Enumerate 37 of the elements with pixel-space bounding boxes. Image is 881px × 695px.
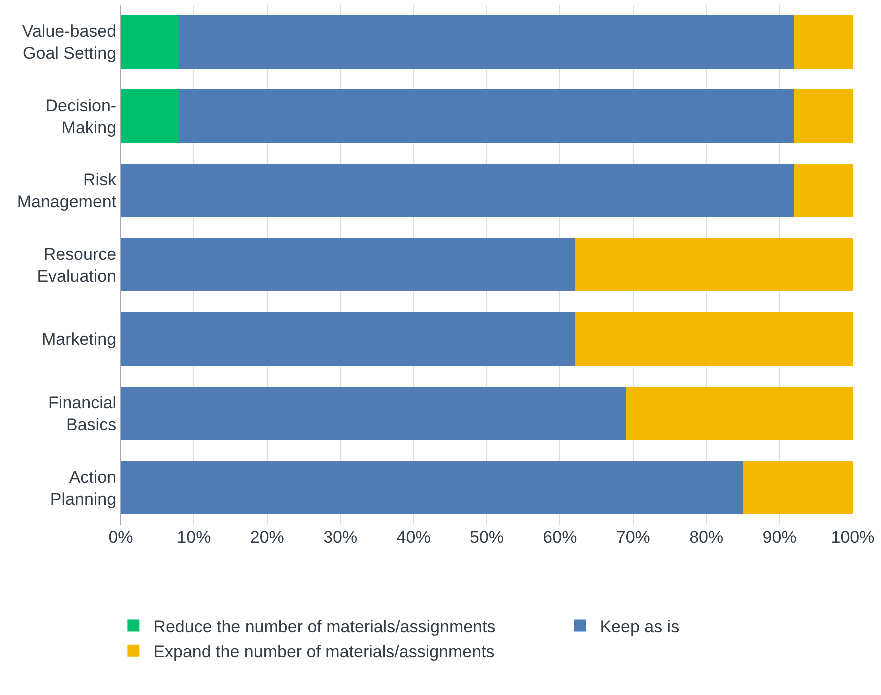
bar bbox=[121, 15, 180, 69]
bar bbox=[121, 90, 180, 144]
y-tick-label: Financial Basics bbox=[48, 393, 117, 435]
bar bbox=[743, 461, 853, 515]
x-tick-label: 90% bbox=[762, 528, 797, 547]
bar bbox=[121, 312, 575, 366]
y-tick-label: Value-based Goal Setting bbox=[22, 22, 117, 64]
bar bbox=[794, 15, 853, 69]
bar bbox=[794, 164, 853, 218]
x-tick-label: 80% bbox=[690, 528, 724, 547]
legend-label: Keep as is bbox=[600, 617, 680, 636]
x-tick-label: 50% bbox=[470, 528, 504, 547]
x-tick-label: 0% bbox=[108, 528, 134, 547]
bar bbox=[121, 164, 794, 218]
bar bbox=[180, 15, 794, 69]
bar bbox=[626, 386, 853, 440]
x-tick-label: 60% bbox=[543, 528, 578, 547]
x-tick-label: 70% bbox=[616, 528, 650, 547]
y-tick-label: Action Planning bbox=[50, 468, 117, 509]
bar bbox=[180, 90, 794, 144]
y-tick-label: Resource Evaluation bbox=[37, 244, 117, 286]
legend-label: Reduce the number of materials/assignments bbox=[154, 617, 496, 636]
bar bbox=[574, 238, 853, 292]
x-tick-label: 10% bbox=[177, 528, 212, 547]
x-tick-label: 20% bbox=[250, 528, 284, 547]
bar bbox=[794, 90, 853, 144]
y-tick-label: Marketing bbox=[42, 330, 117, 350]
bar bbox=[121, 386, 626, 440]
x-tick-label: 30% bbox=[324, 528, 358, 547]
y-tick-label: Risk Management bbox=[17, 170, 118, 212]
legend-label: Expand the number of materials/assignments bbox=[154, 642, 495, 662]
bar bbox=[121, 238, 575, 292]
bar bbox=[121, 461, 744, 515]
y-tick-label: Decision- Making bbox=[46, 96, 117, 138]
bar bbox=[574, 312, 853, 366]
x-tick-label: 100% bbox=[831, 528, 875, 547]
x-tick-label: 40% bbox=[396, 528, 431, 547]
